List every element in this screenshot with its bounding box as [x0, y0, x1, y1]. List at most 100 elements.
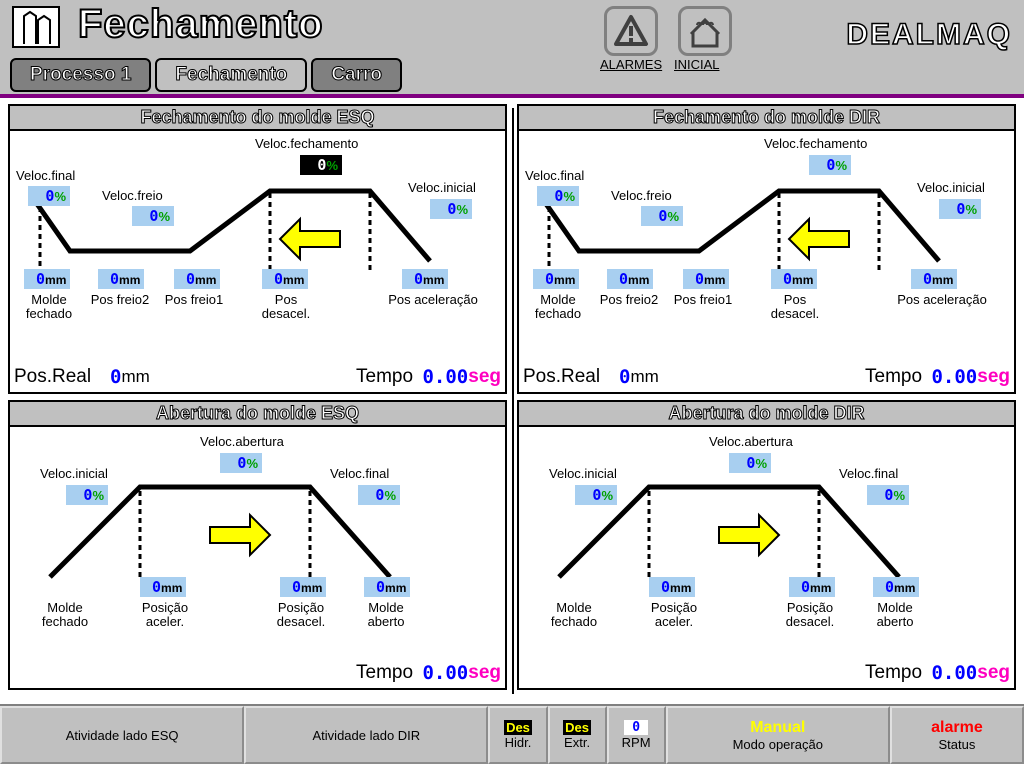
val-veloc-inicial[interactable]: 0% — [939, 199, 981, 219]
panel-footer: Pos.Real 0 mm Tempo 0.00 seg — [523, 366, 1010, 388]
val-mm-4[interactable]: 0mm — [402, 269, 448, 289]
val-veloc-final[interactable]: 0% — [358, 485, 400, 505]
val-mm-2[interactable]: 0mm — [683, 269, 729, 289]
val-mm-4[interactable]: 0mm — [911, 269, 957, 289]
col-label: Molde aberto — [356, 601, 416, 630]
alarms-button[interactable]: ALARMES — [600, 6, 662, 58]
col-label: Pos freio1 — [673, 293, 733, 307]
col-label: Molde fechado — [539, 601, 609, 630]
val-mm-2[interactable]: 0mm — [873, 577, 919, 597]
val-mm-1[interactable]: 0mm — [789, 577, 835, 597]
val-veloc-freio[interactable]: 0% — [641, 206, 683, 226]
col-label: Posição desacel. — [264, 601, 338, 630]
val-mm-1[interactable]: 0mm — [98, 269, 144, 289]
label-veloc-final: Veloc.final — [16, 169, 75, 183]
home-button[interactable]: INICIAL — [674, 6, 736, 58]
status-rpm: 0 RPM — [607, 706, 666, 764]
val-veloc-final[interactable]: 0% — [537, 186, 579, 206]
col-label: Pos desacel. — [759, 293, 831, 322]
panel-close-dir: Fechamento do molde DIR Veloc.fechamento… — [517, 104, 1016, 394]
label-veloc-freio: Veloc.freio — [611, 189, 672, 203]
panel-footer: Tempo 0.00 seg — [14, 662, 501, 684]
val-mm-0[interactable]: 0mm — [24, 269, 70, 289]
status-dir: Atividade lado DIR — [244, 706, 488, 764]
header: Fechamento Processo 1 Fechamento Carro A… — [0, 0, 1024, 98]
val-mm-3[interactable]: 0mm — [771, 269, 817, 289]
pos-real-value: 0 — [110, 366, 121, 388]
tempo-value: 0.00 — [422, 662, 468, 684]
vertical-divider — [512, 108, 514, 694]
panel-title: Abertura do molde ESQ — [10, 402, 505, 427]
col-label: Posição aceler. — [130, 601, 200, 630]
label-veloc-inicial: Veloc.inicial — [549, 467, 617, 481]
app-icon — [12, 6, 60, 48]
val-veloc-freio[interactable]: 0% — [132, 206, 174, 226]
status-esq: Atividade lado ESQ — [0, 706, 244, 764]
label-veloc-final: Veloc.final — [330, 467, 389, 481]
panel-open-dir: Abertura do molde DIR Veloc.abertura 0% … — [517, 400, 1016, 690]
main-grid: Fechamento do molde ESQ Veloc.fechamento… — [0, 98, 1024, 704]
val-mm-0[interactable]: 0mm — [533, 269, 579, 289]
panel-title: Fechamento do molde DIR — [519, 106, 1014, 131]
col-label: Posição desacel. — [773, 601, 847, 630]
val-mm-0[interactable]: 0mm — [140, 577, 186, 597]
label-veloc-fechamento: Veloc.fechamento — [764, 137, 867, 151]
val-veloc-abertura[interactable]: 0% — [729, 453, 771, 473]
tab-processo-1[interactable]: Processo 1 — [10, 58, 151, 92]
tab-carro[interactable]: Carro — [311, 58, 402, 92]
tabs: Processo 1 Fechamento Carro — [10, 58, 402, 92]
panel-footer: Pos.Real 0 mm Tempo 0.00 seg — [14, 366, 501, 388]
val-veloc-fechamento[interactable]: 0% — [809, 155, 851, 175]
col-label: Molde fechado — [16, 293, 82, 322]
val-mm-2[interactable]: 0mm — [364, 577, 410, 597]
tempo-value: 0.00 — [422, 366, 468, 388]
label-veloc-inicial: Veloc.inicial — [917, 181, 985, 195]
col-label: Pos freio2 — [599, 293, 659, 307]
tempo-value: 0.00 — [931, 366, 977, 388]
label-veloc-inicial: Veloc.inicial — [408, 181, 476, 195]
label-veloc-freio: Veloc.freio — [102, 189, 163, 203]
status-mode: Manual Modo operação — [666, 706, 890, 764]
status-hidr[interactable]: Des Hidr. — [488, 706, 547, 764]
label-veloc-fechamento: Veloc.fechamento — [255, 137, 358, 151]
label-veloc-abertura: Veloc.abertura — [200, 435, 284, 449]
val-veloc-final[interactable]: 0% — [28, 186, 70, 206]
panel-open-esq: Abertura do molde ESQ Veloc.abertura 0% … — [8, 400, 507, 690]
warning-icon — [613, 14, 649, 48]
panel-title: Fechamento do molde ESQ — [10, 106, 505, 131]
val-mm-1[interactable]: 0mm — [280, 577, 326, 597]
page-title: Fechamento — [78, 2, 324, 47]
val-mm-3[interactable]: 0mm — [262, 269, 308, 289]
col-label: Molde aberto — [865, 601, 925, 630]
brand-logo: DEALMAQ — [846, 18, 1012, 52]
status-alarm[interactable]: alarme Status — [890, 706, 1024, 764]
label-veloc-final: Veloc.final — [839, 467, 898, 481]
panel-title: Abertura do molde DIR — [519, 402, 1014, 427]
val-veloc-final[interactable]: 0% — [867, 485, 909, 505]
col-label: Posição aceler. — [639, 601, 709, 630]
label-veloc-final: Veloc.final — [525, 169, 584, 183]
col-label: Pos desacel. — [250, 293, 322, 322]
home-icon — [687, 14, 723, 48]
val-mm-2[interactable]: 0mm — [174, 269, 220, 289]
tab-fechamento[interactable]: Fechamento — [155, 58, 307, 92]
col-label: Pos aceleração — [897, 293, 987, 307]
val-veloc-inicial[interactable]: 0% — [430, 199, 472, 219]
val-veloc-inicial[interactable]: 0% — [575, 485, 617, 505]
pos-real-value: 0 — [619, 366, 630, 388]
val-mm-1[interactable]: 0mm — [607, 269, 653, 289]
status-extr[interactable]: Des Extr. — [548, 706, 607, 764]
val-veloc-inicial[interactable]: 0% — [66, 485, 108, 505]
tempo-value: 0.00 — [931, 662, 977, 684]
panel-close-esq: Fechamento do molde ESQ Veloc.fechamento… — [8, 104, 507, 394]
col-label: Pos freio2 — [90, 293, 150, 307]
label-veloc-abertura: Veloc.abertura — [709, 435, 793, 449]
status-bar: Atividade lado ESQ Atividade lado DIR De… — [0, 704, 1024, 764]
label-veloc-inicial: Veloc.inicial — [40, 467, 108, 481]
col-label: Pos freio1 — [164, 293, 224, 307]
panel-footer: Tempo 0.00 seg — [523, 662, 1010, 684]
val-mm-0[interactable]: 0mm — [649, 577, 695, 597]
val-veloc-fechamento[interactable]: 0% — [300, 155, 342, 175]
col-label: Molde fechado — [525, 293, 591, 322]
val-veloc-abertura[interactable]: 0% — [220, 453, 262, 473]
